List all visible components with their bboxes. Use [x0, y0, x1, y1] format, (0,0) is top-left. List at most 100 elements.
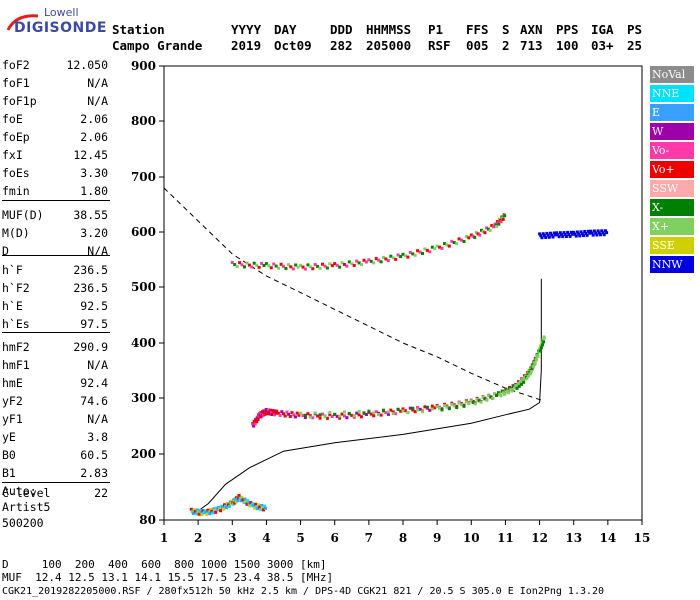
- echo-point: [566, 230, 570, 234]
- echo-point: [256, 418, 260, 422]
- header-cell: 713: [520, 38, 543, 53]
- param-label: hmE: [2, 376, 23, 390]
- echo-point: [253, 422, 257, 426]
- echo-point: [321, 412, 324, 416]
- echo-point: [269, 408, 273, 412]
- echo-point: [357, 413, 361, 417]
- echo-point: [286, 263, 290, 267]
- echo-point: [506, 391, 510, 395]
- echo-point: [541, 232, 545, 236]
- param-label: foF1p: [2, 94, 37, 108]
- echo-point: [467, 402, 471, 405]
- echo-point: [253, 506, 257, 510]
- echo-point: [580, 232, 584, 236]
- echo-point: [401, 252, 405, 256]
- echo-point: [282, 412, 285, 416]
- echo-point: [457, 237, 461, 241]
- echo-point: [255, 263, 259, 267]
- echo-point: [313, 263, 317, 266]
- param-row: M(D) 3.20: [2, 226, 108, 242]
- echo-point: [268, 412, 272, 416]
- echo-point: [501, 217, 505, 221]
- param-row: hmF2 290.9: [2, 340, 108, 356]
- echo-point: [367, 258, 371, 262]
- echo-point: [510, 389, 514, 393]
- echo-point: [374, 410, 378, 414]
- echo-point: [406, 255, 410, 259]
- echo-point: [469, 233, 473, 237]
- legend-item: W: [650, 123, 694, 140]
- echo-point: [311, 416, 315, 420]
- echo-point: [457, 401, 461, 405]
- param-value: 236.5: [73, 281, 108, 295]
- echo-point: [396, 407, 400, 411]
- echo-point: [539, 346, 543, 350]
- echo-point: [252, 261, 256, 265]
- param-row: foF1p N/A: [2, 94, 108, 110]
- echo-point: [318, 266, 322, 270]
- echo-point: [411, 408, 415, 412]
- param-value: N/A: [87, 358, 108, 372]
- echo-point: [290, 411, 294, 415]
- echo-point: [384, 411, 388, 415]
- echo-point: [433, 247, 437, 251]
- echo-point: [208, 512, 212, 516]
- param-row: B0 60.5: [2, 448, 108, 464]
- echo-point: [276, 411, 280, 415]
- echo-point: [528, 372, 532, 376]
- param-label: foEp: [2, 130, 30, 144]
- echo-point: [460, 238, 463, 242]
- echo-point: [462, 404, 466, 408]
- file-info: CGK21_2019282205000.RSF / 280fx512h 50 k…: [2, 586, 605, 597]
- param-value: 3.30: [80, 166, 108, 180]
- auto-code: 500200: [2, 516, 44, 530]
- echo-point: [270, 410, 274, 414]
- echo-point: [480, 228, 483, 232]
- echo-point: [190, 509, 194, 513]
- echo-point: [291, 267, 295, 271]
- echo-point: [433, 406, 437, 410]
- echo-point: [214, 510, 218, 514]
- echo-point: [438, 245, 442, 249]
- echo-point: [264, 506, 267, 510]
- muf-row: MUF 12.4 12.5 13.1 14.1 15.5 17.5 23.4 3…: [2, 571, 334, 584]
- x-tick-label: 8: [399, 531, 407, 545]
- echo-point: [485, 226, 489, 230]
- echo-point: [203, 509, 207, 513]
- logo-swoosh-icon: [6, 14, 39, 31]
- param-value: 97.5: [80, 317, 108, 331]
- echo-point: [401, 409, 405, 413]
- echo-point: [255, 505, 259, 508]
- echo-point: [289, 265, 293, 269]
- y-tick-label: 800: [131, 114, 156, 128]
- echo-point: [460, 403, 463, 407]
- echo-point: [313, 411, 317, 415]
- param-label: B0: [2, 448, 16, 462]
- echo-point: [306, 412, 310, 416]
- echo-point: [471, 234, 475, 238]
- param-value: 92.5: [80, 299, 108, 313]
- y-tick-label: 400: [131, 336, 156, 350]
- echo-point: [272, 262, 276, 266]
- echo-point: [546, 233, 550, 237]
- param-row: h`F 236.5: [2, 263, 108, 279]
- echo-point: [262, 508, 265, 512]
- echo-point: [394, 412, 398, 416]
- echo-point: [440, 246, 444, 250]
- echo-point: [222, 507, 225, 511]
- header-cell: YYYY: [231, 22, 262, 37]
- echo-point: [274, 264, 278, 268]
- echo-point: [406, 411, 410, 415]
- echo-point: [316, 414, 320, 418]
- echo-point: [236, 499, 240, 503]
- header-cell: DAY: [274, 22, 297, 37]
- echo-point: [240, 495, 244, 499]
- echo-point: [467, 236, 471, 240]
- echo-point: [283, 414, 287, 418]
- echo-point: [330, 264, 334, 268]
- param-label: foE: [2, 112, 23, 126]
- legend-item: Vo-: [650, 142, 694, 159]
- echo-point: [288, 415, 292, 418]
- echo-point: [252, 424, 256, 428]
- param-value: N/A: [87, 412, 108, 426]
